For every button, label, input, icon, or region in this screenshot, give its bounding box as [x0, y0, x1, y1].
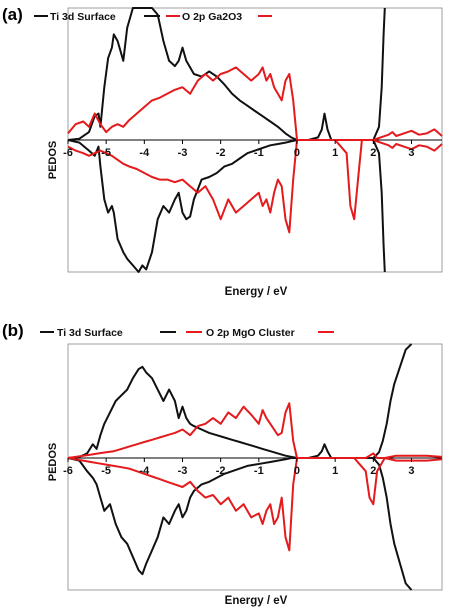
panel-a-series-2-upper-line [67, 66, 443, 141]
panel-b-plot-area [67, 343, 443, 591]
panel-b-xlabel: Energy / eV [225, 595, 288, 607]
panel-a-xlabel: Energy / eV [225, 286, 288, 298]
panel-a-tick-label-2: -4 [139, 147, 150, 159]
panel-a-tick-label-9: 3 [408, 147, 414, 159]
panel-a-label: (a) [2, 5, 23, 24]
panel-a: (a) Ti 3d Surface O 2p Ga2O3 -6 -5 -4 -3 -2-… [2, 5, 443, 298]
panel-b-series-1-lower-line [67, 457, 413, 591]
panel-b: (b) Ti 3d Surface O 2p MgO Cluster -6 -5-… [2, 321, 443, 607]
panel-b-tick-label-8: 2 [370, 465, 376, 477]
panel-b-legend: Ti 3d Surface O 2p MgO Cluster [40, 327, 334, 339]
panel-a-tick-label-7: 1 [332, 147, 338, 159]
panel-b-plot: -6 -5 -4 -3 -2 -1 0 1 2 3 [63, 343, 443, 591]
panel-b-tick-label-1: -5 [101, 465, 111, 477]
legend-a-series2-label: O 2p Ga2O3 [182, 11, 242, 23]
legend-b-series2-label: O 2p MgO Cluster [206, 327, 295, 339]
panel-a-tick-label-4: -2 [216, 147, 226, 159]
panel-a-tick-label-3: -3 [178, 147, 188, 159]
panel-b-tick-label-2: -4 [139, 465, 150, 477]
panel-a-tick-label-8: 2 [370, 147, 376, 159]
panel-b-label: (b) [2, 321, 24, 340]
panel-b-tick-label-7: 1 [332, 465, 338, 477]
panel-a-tick-label-0: -6 [63, 147, 73, 159]
panel-a-tick-label-1: -5 [101, 147, 111, 159]
panel-b-series-2-lower-line [67, 457, 443, 552]
panel-b-tick-label-9: 3 [408, 465, 414, 477]
panel-a-plot: -6 -5 -4 -3 -2 -1 0 1 2 3 [63, 7, 443, 273]
panel-b-tick-label-5: -1 [254, 465, 264, 477]
panel-b-tick-label-3: -3 [178, 465, 188, 477]
panel-a-ylabel: PEDOS [47, 141, 59, 180]
panel-b-series-1-upper-line [67, 343, 413, 459]
panel-a-series-1-upper-line [67, 7, 386, 141]
panel-b-tick-label-4: -2 [216, 465, 226, 477]
legend-b-series1-label: Ti 3d Surface [57, 327, 123, 339]
panel-a-tick-label-6: 0 [294, 147, 300, 159]
panel-b-tick-label-6: 0 [294, 465, 300, 477]
panel-b-ylabel: PEDOS [47, 443, 59, 482]
panel-b-series-2-upper-line [67, 402, 443, 459]
legend-a-series1-label: Ti 3d Surface [50, 11, 116, 23]
panel-a-legend: Ti 3d Surface O 2p Ga2O3 [34, 11, 272, 23]
panel-a-tick-label-5: -1 [254, 147, 264, 159]
panel-b-tick-label-0: -6 [63, 465, 73, 477]
